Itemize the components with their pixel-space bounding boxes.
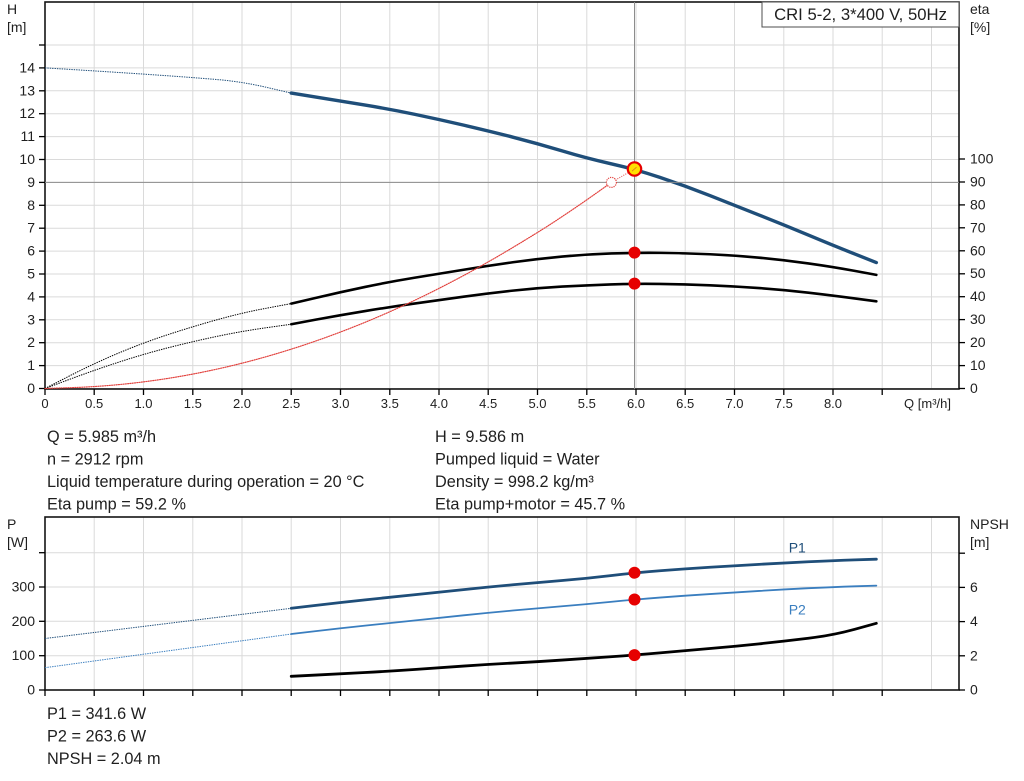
svg-text:[W]: [W]	[7, 534, 28, 550]
svg-text:Eta pump = 59.2 %: Eta pump = 59.2 %	[47, 496, 186, 514]
svg-text:13: 13	[19, 82, 35, 98]
svg-text:80: 80	[970, 196, 986, 212]
svg-text:0: 0	[27, 682, 35, 698]
svg-text:12: 12	[19, 105, 35, 121]
svg-text:300: 300	[12, 579, 36, 595]
svg-text:6.5: 6.5	[676, 396, 694, 411]
svg-text:2.0: 2.0	[233, 396, 251, 411]
svg-text:Density = 998.2 kg/m³: Density = 998.2 kg/m³	[435, 473, 594, 491]
svg-text:7: 7	[27, 220, 35, 236]
svg-text:5.0: 5.0	[528, 396, 546, 411]
svg-text:7.5: 7.5	[775, 396, 793, 411]
svg-text:Q [m³/h]: Q [m³/h]	[904, 396, 951, 411]
svg-text:Eta pump+motor = 45.7 %: Eta pump+motor = 45.7 %	[435, 496, 625, 514]
svg-text:4: 4	[970, 613, 978, 629]
svg-text:50: 50	[970, 265, 986, 281]
svg-text:2: 2	[27, 334, 35, 350]
svg-text:4: 4	[27, 288, 35, 304]
svg-text:10: 10	[970, 357, 986, 373]
svg-text:90: 90	[970, 174, 986, 190]
svg-text:5.5: 5.5	[578, 396, 596, 411]
svg-text:[%]: [%]	[970, 19, 990, 35]
svg-text:4.0: 4.0	[430, 396, 448, 411]
svg-text:5: 5	[27, 266, 35, 282]
svg-text:20: 20	[970, 334, 986, 350]
svg-text:1: 1	[27, 357, 35, 373]
svg-text:3.0: 3.0	[331, 396, 349, 411]
svg-text:0: 0	[970, 682, 978, 698]
svg-text:14: 14	[19, 59, 35, 75]
svg-text:NPSH = 2.04 m: NPSH = 2.04 m	[47, 750, 161, 768]
svg-text:H = 9.586 m: H = 9.586 m	[435, 428, 524, 446]
svg-text:40: 40	[970, 288, 986, 304]
svg-text:NPSH: NPSH	[970, 516, 1009, 532]
svg-text:[m]: [m]	[7, 19, 26, 35]
svg-text:2: 2	[970, 647, 978, 663]
svg-text:P: P	[7, 516, 16, 532]
svg-text:3.5: 3.5	[381, 396, 399, 411]
svg-text:[m]: [m]	[970, 534, 989, 550]
svg-text:2.5: 2.5	[282, 396, 300, 411]
svg-text:P1: P1	[789, 540, 806, 556]
svg-text:6.0: 6.0	[627, 396, 645, 411]
svg-text:CRI 5-2, 3*400 V, 50Hz: CRI 5-2, 3*400 V, 50Hz	[774, 5, 947, 24]
svg-text:8.0: 8.0	[824, 396, 842, 411]
svg-text:30: 30	[970, 311, 986, 327]
svg-text:9: 9	[27, 174, 35, 190]
svg-text:P2 = 263.6 W: P2 = 263.6 W	[47, 728, 147, 746]
svg-text:10: 10	[19, 151, 35, 167]
svg-text:0.5: 0.5	[85, 396, 103, 411]
svg-text:11: 11	[20, 128, 35, 144]
svg-text:8: 8	[27, 197, 35, 213]
svg-text:200: 200	[12, 613, 36, 629]
svg-text:1.0: 1.0	[134, 396, 152, 411]
svg-text:P2: P2	[789, 602, 806, 618]
svg-text:H: H	[7, 1, 17, 17]
svg-text:4.5: 4.5	[479, 396, 497, 411]
svg-text:100: 100	[12, 647, 36, 663]
svg-text:70: 70	[970, 219, 986, 235]
svg-text:Pumped liquid = Water: Pumped liquid = Water	[435, 451, 600, 469]
svg-text:0: 0	[27, 380, 35, 396]
svg-text:Liquid temperature during oper: Liquid temperature during operation = 20…	[47, 473, 365, 491]
svg-text:7.0: 7.0	[725, 396, 743, 411]
svg-text:0: 0	[970, 380, 978, 396]
svg-text:eta: eta	[970, 1, 990, 17]
svg-text:100: 100	[970, 151, 994, 167]
svg-text:6: 6	[970, 579, 978, 595]
svg-text:P1 = 341.6 W: P1 = 341.6 W	[47, 705, 147, 723]
svg-text:6: 6	[27, 243, 35, 259]
svg-text:60: 60	[970, 242, 986, 258]
svg-text:0: 0	[41, 396, 48, 411]
svg-text:3: 3	[27, 311, 35, 327]
svg-text:Q = 5.985 m³/h: Q = 5.985 m³/h	[47, 428, 156, 446]
svg-text:1.5: 1.5	[184, 396, 202, 411]
svg-text:n = 2912 rpm: n = 2912 rpm	[47, 451, 143, 469]
